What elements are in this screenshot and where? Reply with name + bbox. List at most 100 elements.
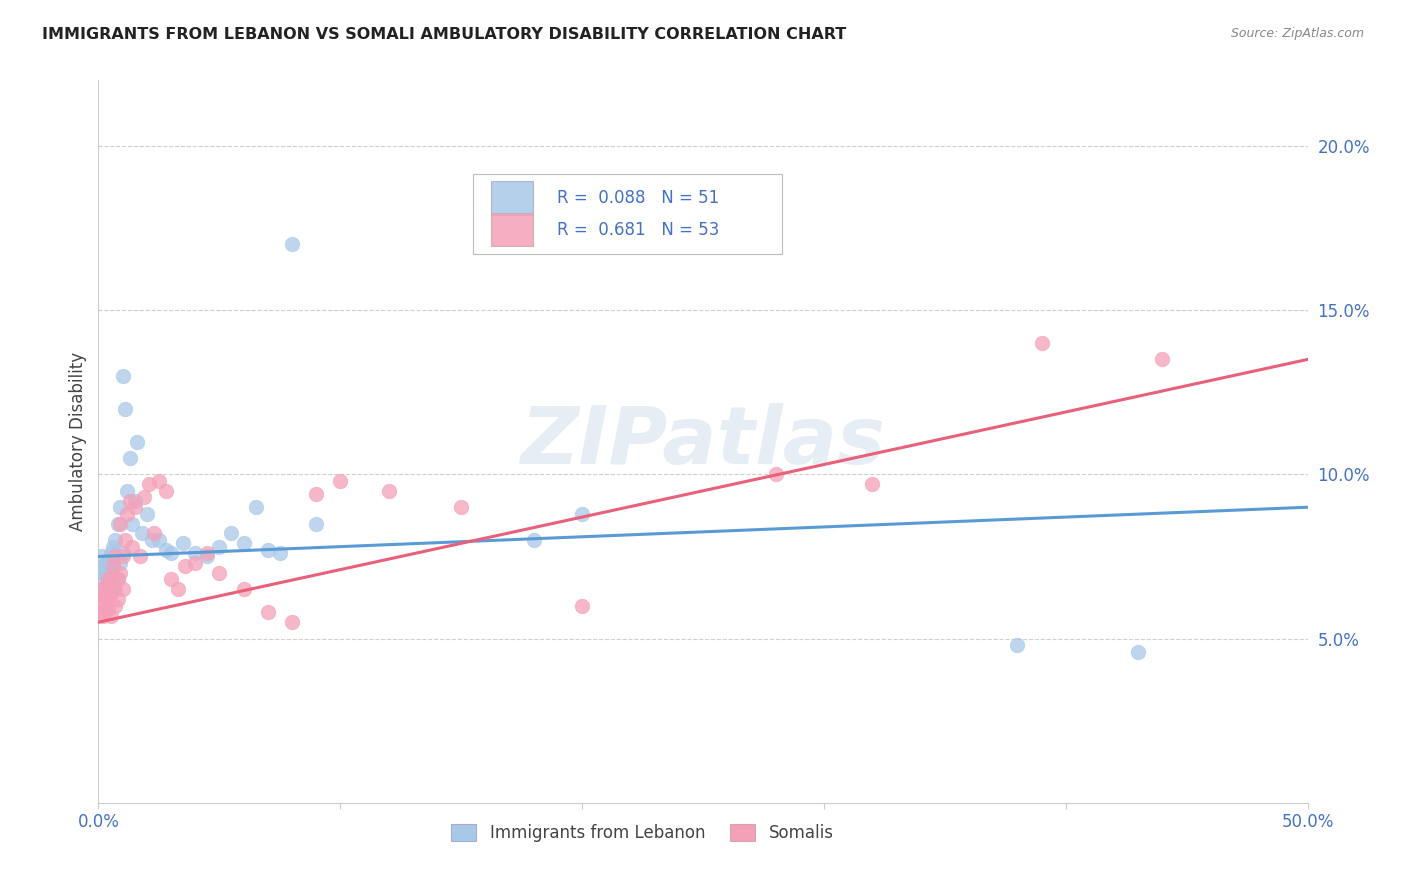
Point — [108, 500, 131, 515]
Point — [101, 582, 124, 597]
Point — [127, 434, 149, 449]
Point — [90, 549, 112, 564]
FancyBboxPatch shape — [492, 213, 533, 246]
Point — [108, 556, 131, 570]
Point — [104, 533, 127, 547]
Point — [121, 516, 143, 531]
Point — [1152, 352, 1174, 367]
Point — [91, 582, 114, 597]
Point — [523, 533, 546, 547]
Point — [118, 450, 141, 465]
Point — [1031, 336, 1053, 351]
Y-axis label: Ambulatory Disability: Ambulatory Disability — [69, 352, 87, 531]
Point — [107, 516, 129, 531]
Point — [377, 483, 399, 498]
Point — [765, 467, 787, 482]
Text: Source: ZipAtlas.com: Source: ZipAtlas.com — [1230, 27, 1364, 40]
Point — [208, 540, 231, 554]
Point — [117, 507, 139, 521]
Point — [167, 582, 190, 597]
FancyBboxPatch shape — [474, 174, 782, 253]
Point — [91, 573, 114, 587]
Point — [94, 599, 117, 613]
Point — [104, 599, 127, 613]
Point — [97, 575, 120, 590]
Point — [100, 566, 122, 580]
Point — [101, 559, 124, 574]
Point — [104, 549, 127, 564]
Point — [114, 401, 136, 416]
Point — [135, 507, 157, 521]
Point — [134, 491, 156, 505]
Point — [107, 573, 129, 587]
Point — [256, 542, 278, 557]
Text: R =  0.088   N = 51: R = 0.088 N = 51 — [557, 189, 718, 207]
Point — [94, 579, 117, 593]
Point — [281, 237, 304, 252]
Point — [94, 592, 117, 607]
Point — [91, 589, 114, 603]
Point — [94, 579, 117, 593]
Point — [172, 536, 194, 550]
Point — [160, 546, 183, 560]
Point — [131, 526, 153, 541]
Point — [100, 573, 122, 587]
Point — [111, 546, 134, 560]
Point — [450, 500, 472, 515]
Point — [90, 566, 112, 580]
Point — [97, 553, 120, 567]
Point — [124, 500, 146, 515]
FancyBboxPatch shape — [492, 181, 533, 215]
Point — [97, 563, 120, 577]
Point — [97, 573, 120, 587]
Point — [1007, 638, 1029, 652]
Point — [860, 477, 883, 491]
Text: IMMIGRANTS FROM LEBANON VS SOMALI AMBULATORY DISABILITY CORRELATION CHART: IMMIGRANTS FROM LEBANON VS SOMALI AMBULA… — [42, 27, 846, 42]
Point — [571, 599, 593, 613]
Point — [94, 569, 117, 583]
Point — [90, 582, 112, 597]
Point — [184, 556, 207, 570]
Point — [269, 546, 291, 560]
Point — [232, 582, 254, 597]
Point — [184, 546, 207, 560]
Point — [329, 474, 352, 488]
Point — [91, 559, 114, 574]
Legend: Immigrants from Lebanon, Somalis: Immigrants from Lebanon, Somalis — [444, 817, 841, 848]
Point — [108, 516, 131, 531]
Text: R =  0.681   N = 53: R = 0.681 N = 53 — [557, 221, 718, 239]
Point — [118, 493, 141, 508]
Point — [148, 474, 170, 488]
Point — [90, 599, 112, 613]
Point — [121, 540, 143, 554]
Point — [104, 582, 127, 597]
Text: ZIPatlas: ZIPatlas — [520, 402, 886, 481]
Point — [97, 602, 120, 616]
Point — [160, 573, 183, 587]
Point — [94, 556, 117, 570]
Point — [100, 546, 122, 560]
Point — [100, 585, 122, 599]
Point — [117, 483, 139, 498]
Point — [208, 566, 231, 580]
Point — [148, 533, 170, 547]
Point — [174, 559, 197, 574]
Point — [155, 542, 177, 557]
Point — [256, 605, 278, 619]
Point — [138, 477, 160, 491]
Point — [97, 589, 120, 603]
Point — [101, 559, 124, 574]
Point — [143, 526, 166, 541]
Point — [124, 493, 146, 508]
Point — [107, 573, 129, 587]
Point — [111, 368, 134, 383]
Point — [91, 605, 114, 619]
Point — [141, 533, 163, 547]
Point — [128, 549, 150, 564]
Point — [245, 500, 267, 515]
Point — [305, 487, 328, 501]
Point — [281, 615, 304, 630]
Point — [111, 582, 134, 597]
Point — [100, 608, 122, 623]
Point — [232, 536, 254, 550]
